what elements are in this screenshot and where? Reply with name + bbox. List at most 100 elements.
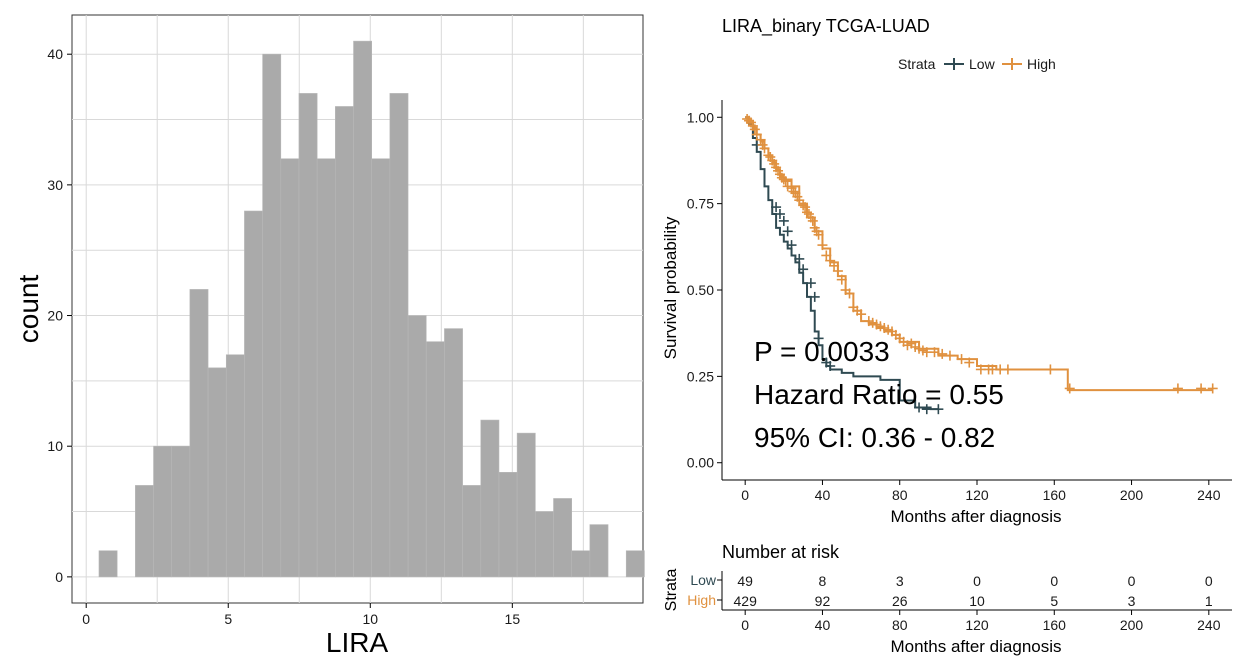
censor-mark-high (856, 309, 867, 320)
censor-mark-high (829, 260, 840, 271)
histogram-bar (135, 485, 154, 578)
censor-mark-low (782, 226, 793, 237)
survival-y-tick-label: 0.75 (687, 196, 714, 212)
legend-title: Strata (898, 56, 936, 72)
p-value-annotation: P = 0.0033 (754, 336, 890, 367)
censor-mark-high (802, 207, 812, 218)
censor-mark-low (809, 291, 820, 302)
histogram-bar (353, 40, 373, 578)
censor-mark-high (821, 250, 832, 261)
censor-mark-low (771, 202, 782, 213)
censor-mark-high (755, 134, 766, 145)
censor-mark-low (778, 215, 789, 226)
survival-curves (742, 114, 1218, 415)
histogram-y-tick-label: 0 (55, 569, 63, 585)
risk-table-x-tick-label: 240 (1197, 617, 1221, 633)
censor-mark-high (763, 150, 774, 161)
censor-mark-high (778, 174, 789, 185)
risk-table-x-tick-label: 160 (1043, 617, 1067, 633)
legend-key-high (1002, 58, 1022, 70)
histogram-bar (171, 445, 191, 578)
histogram-bar (244, 210, 263, 578)
histogram-bar (425, 341, 445, 578)
censor-mark-high (1045, 364, 1056, 375)
risk-table-x-tick-label: 0 (741, 617, 749, 633)
histogram-bar (207, 367, 227, 578)
histogram-bar (625, 550, 645, 578)
censor-mark-high (836, 274, 847, 285)
histogram-y-ticks: 0 10 20 30 40 (47, 46, 72, 585)
histogram-bar (444, 328, 463, 578)
censor-mark-high (956, 354, 967, 365)
legend-label-low: Low (969, 56, 996, 72)
censor-mark-low (794, 253, 805, 264)
risk-table-x-tick-label: 120 (965, 617, 989, 633)
histogram-bar (189, 289, 209, 578)
risk-table-x-ticks: 0 40 80 120 160 200 240 (741, 610, 1221, 633)
risk-table-rows: Low 49 8 3 0 0 0 0 High 429 92 26 10 5 3 1 (687, 572, 1213, 609)
risk-count-low: 49 (737, 573, 753, 589)
survival-y-tick-label: 0.25 (687, 368, 714, 384)
risk-row-label-low: Low (690, 572, 717, 588)
survival-y-ticks: 0.00 0.25 0.50 0.75 1.00 (687, 109, 722, 471)
risk-count-high: 429 (734, 593, 758, 609)
survival-curve-low (745, 116, 939, 411)
risk-count-high: 1 (1205, 593, 1213, 609)
histogram-bar (589, 524, 609, 578)
histogram-bar (371, 158, 391, 578)
histogram-bar (571, 550, 591, 578)
survival-x-ticks: 0 40 80 120 160 200 240 (741, 480, 1221, 503)
risk-table-title: Number at risk (722, 542, 840, 562)
survival-y-tick-label: 1.00 (687, 109, 714, 125)
risk-count-low: 0 (1050, 573, 1058, 589)
risk-count-low: 0 (1205, 573, 1213, 589)
histogram-x-tick-label: 10 (362, 611, 378, 627)
censor-mark-high (937, 348, 948, 359)
risk-count-high: 92 (815, 593, 831, 609)
histogram-bar (407, 315, 427, 578)
histogram-bar (553, 498, 572, 578)
risk-count-high: 3 (1128, 593, 1136, 609)
risk-table-x-tick-label: 80 (892, 617, 908, 633)
histogram-bar (535, 511, 554, 578)
histogram-bar (98, 550, 118, 578)
censor-mark-high (1207, 383, 1218, 394)
risk-count-low: 8 (819, 573, 827, 589)
censor-mark-high (964, 357, 975, 368)
censor-mark-high (800, 202, 811, 213)
risk-table-x-tick-label: 200 (1120, 617, 1144, 633)
censor-mark-high (794, 195, 805, 206)
censor-mark-low (921, 404, 932, 415)
risk-row-label-high: High (687, 592, 716, 608)
censor-mark-low (774, 209, 785, 219)
histogram-x-tick-label: 5 (224, 611, 232, 627)
censor-mark-low (825, 361, 836, 371)
histogram-bar (262, 53, 282, 578)
histogram-y-tick-label: 20 (47, 308, 63, 324)
censor-mark-high (844, 288, 855, 299)
censor-mark-high (944, 350, 955, 361)
survival-y-tick-label: 0.00 (687, 455, 714, 471)
risk-count-low: 3 (896, 573, 904, 589)
censor-mark-high (813, 229, 824, 240)
censor-mark-high (759, 143, 770, 154)
histogram-x-ticks: 0 5 10 15 (82, 603, 520, 627)
censor-mark-high (832, 266, 843, 276)
censor-mark-high (751, 129, 762, 140)
histogram-bar (335, 106, 354, 578)
legend-label-high: High (1027, 56, 1056, 72)
histogram-bar (298, 93, 318, 578)
risk-table-x-tick-label: 40 (815, 617, 831, 633)
survival-x-tick-label: 240 (1197, 487, 1221, 503)
histogram-x-axis-title: LIRA (326, 627, 389, 658)
survival-y-tick-label: 0.50 (687, 282, 714, 298)
hazard-ratio-annotation: Hazard Ratio = 0.55 (754, 379, 1004, 410)
censor-mark-high (1002, 364, 1013, 375)
censor-mark-high (807, 215, 818, 226)
censor-mark-high (798, 200, 809, 211)
histogram-bar (225, 354, 245, 578)
histogram-bar (480, 419, 500, 578)
censor-mark-high (1172, 383, 1183, 394)
